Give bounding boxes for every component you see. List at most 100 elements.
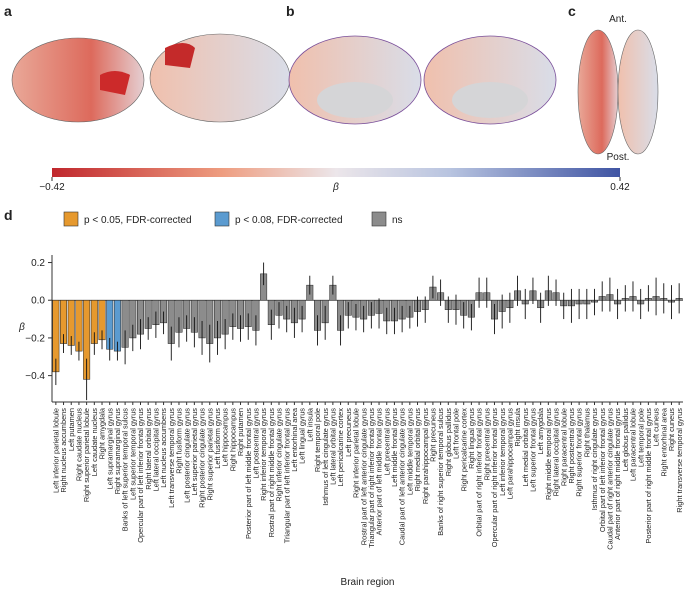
legend-swatch [63,211,79,227]
x-axis-label: Brain region [341,577,395,588]
x-tick-label: Right superior frontal gyrus [575,408,584,497]
x-tick-label: Left superior parietal gyrus [190,408,199,496]
x-tick-label: Right pericalcarine cortex [459,408,468,492]
x-tick-label: Opercular part of right inferior frontal… [490,408,499,548]
x-tick-label: Left lingual gyrus [298,408,307,464]
legend-label: p < 0.05, FDR-corrected [84,215,192,226]
x-tick-label: Right precuneus [429,408,438,462]
y-tick-label: 0.2 [31,258,45,269]
x-tick-label: Left caudate nucleus [90,408,99,477]
x-tick-label: Left transverse temporal gyrus [167,408,176,508]
x-tick-label: Left amygdala [536,407,545,454]
y-tick-label: 0.0 [31,296,45,307]
x-tick-label: Left lateral orbital gyrus [328,408,337,485]
x-tick-label: Left fusiform gyrus [213,408,222,469]
x-tick-label: Right superior parietal gyrus [205,408,214,501]
x-tick-label: Left putamen [67,408,76,451]
x-tick-label: Right paracentral lobule [559,408,568,486]
x-tick-label: Left posterior cingulate gyrus [182,408,191,503]
posterior-label: Post. [607,152,630,163]
x-tick-label: Isthmus of left cingulate gyrus [321,408,330,506]
legend-swatch [371,211,387,227]
x-tick-label: Right medial orbital gyrus [413,408,422,492]
x-tick-label: Left pericalcarine cortex [336,408,345,487]
x-tick-label: Right putamen [236,408,245,456]
x-tick-label: Left cuneus [652,408,661,447]
x-tick-label: Caudal part of right anterior cingulate … [605,408,614,550]
x-tick-label: Right inferior temporal gyrus [259,408,268,501]
x-tick-label: Left middle temporal gyrus [405,408,414,495]
x-tick-label: Right cuneus [667,408,676,451]
x-tick-label: Triangular part of left inferior frontal… [282,408,291,544]
x-tick-label: Left inferior parietal lobule [51,408,60,493]
legend-label: p < 0.08, FDR-corrected [235,215,343,226]
x-tick-label: Left nucleus accumbens [159,408,168,488]
x-tick-label: Left insula [305,407,314,442]
x-tick-label: Right entorhinal area [659,407,668,477]
panel-label: a [4,3,12,19]
x-tick-label: Right transverse temporal gyrus [675,408,684,513]
x-tick-label: Orbital part of left inferior frontal gy… [598,408,607,532]
x-tick-label: Right lingual gyrus [467,408,476,469]
panel-label: d [4,207,13,223]
colorbar-label: β [332,182,339,193]
x-tick-label: Left parahippocampal gyrus [505,408,514,500]
x-tick-label: Opercular part of left inferior frontal … [136,408,145,543]
x-tick-label: Right insula [513,407,522,447]
x-tick-label: Left precuneus [344,408,353,457]
panel-label: b [286,3,295,19]
x-tick-label: Right lateral orbital gyrus [144,408,153,490]
x-tick-label: Left lateral occipital gyrus [151,408,160,492]
x-tick-label: Left middle frontal gyrus [390,408,399,487]
brain-renderings [11,29,659,155]
x-tick-label: Right temporal pole [313,408,322,472]
x-tick-label: Posterior part of left middle frontal gy… [244,408,253,539]
x-tick-label: Right inferior parietal lobule [352,408,361,498]
x-tick-label: Left superior temporal gyrus [128,408,137,500]
x-tick-label: Orbital part of right inferior frontal g… [475,408,484,537]
x-tick-label: Rostral part of right middle frontal gyr… [267,408,276,538]
x-tick-label: Right inferior cingulate gyrus [275,408,284,502]
x-tick-label: Left temporal pole [636,408,645,467]
x-tick-label: Left entorhinal area [290,407,299,472]
x-tick-label: Left globus pallidus [621,408,630,472]
x-tick-label: Left hippocampus [221,408,230,467]
x-tick-label: Rostral part of left anterior cingulate … [359,408,368,546]
x-tick-label: Right hippocampus [228,408,237,472]
x-tick-label: Posterior part of right middle frontal g… [644,408,653,544]
legend-label: ns [392,215,403,226]
x-tick-label: Left postcentral gyrus [252,408,261,479]
x-tick-label: Left medial orbital gyrus [521,408,530,487]
x-tick-label: Anterior part of right middle frontal gy… [613,408,622,540]
x-tick-label: Right thalamus [582,408,591,458]
x-tick-label: Right postcentral gyrus [567,408,576,484]
colorbar [52,168,620,177]
y-tick-label: −0.2 [25,333,45,344]
x-tick-label: Right middle temporal gyrus [544,408,553,500]
x-tick-label: Right amygdala [98,407,107,459]
x-tick-label: Left superior frontal gyrus [529,408,538,492]
x-tick-label: Left precentral gyrus [382,408,391,476]
x-tick-label: Right supramarginal gyrus [113,408,122,495]
y-tick-label: −0.4 [25,371,45,382]
colorbar-tick-label: 0.42 [610,182,630,193]
panel-label: c [568,3,576,19]
x-tick-label: Right lateral occipital gyrus [552,408,561,497]
anterior-label: Ant. [609,14,627,25]
x-tick-label: Right fusiform gyrus [175,408,184,474]
x-tick-label: Right parahippocampal gyrus [421,408,430,504]
x-tick-label: Isthmus of right cingulate gyrus [590,408,599,511]
x-tick-label: Left paracentral lobule [629,408,638,481]
x-tick-label: Anterior part of left middle frontal gyr… [375,408,384,536]
x-tick-label: Left frontal pole [452,408,461,459]
x-tick-label: Right superior parietal lobule [82,408,91,502]
x-tick-label: Right posterior cingulate gyrus [198,408,207,508]
x-tick-label: Banks of right superior temporal sulcus [436,408,445,536]
x-tick-label: Right caudate nucleus [75,408,84,481]
colorbar-tick-label: −0.42 [39,182,65,193]
x-tick-label: Right globus pallidus [444,408,453,477]
legend-swatch [214,211,230,227]
x-tick-label: Right precentral gyrus [482,408,491,481]
x-tick-label: Left supramarginal gyrus [105,408,114,490]
